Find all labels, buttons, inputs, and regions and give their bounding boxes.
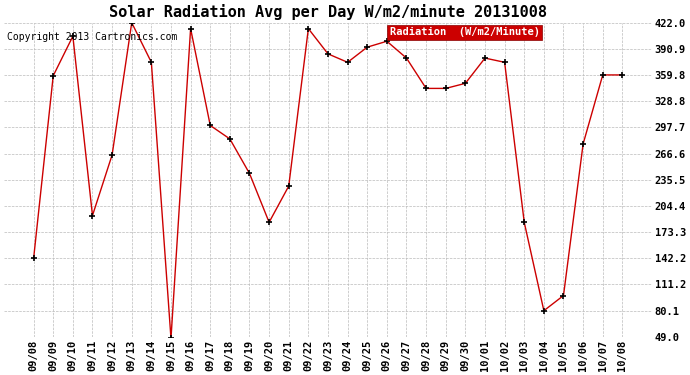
Title: Solar Radiation Avg per Day W/m2/minute 20131008: Solar Radiation Avg per Day W/m2/minute … (109, 4, 547, 20)
Text: Copyright 2013 Cartronics.com: Copyright 2013 Cartronics.com (8, 32, 178, 42)
Text: Radiation  (W/m2/Minute): Radiation (W/m2/Minute) (390, 27, 540, 38)
